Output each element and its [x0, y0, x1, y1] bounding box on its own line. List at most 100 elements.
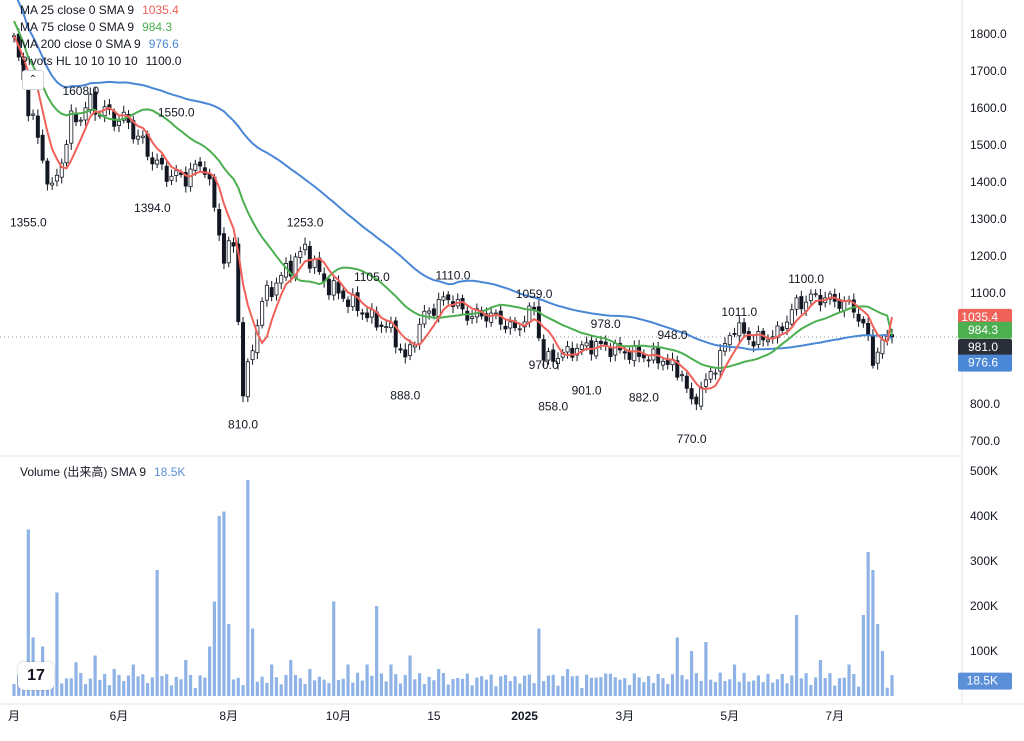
candle-body [713, 372, 718, 375]
pivot-label: 1011.0 [721, 305, 757, 319]
legend-volume[interactable]: Volume (出来高) SMA 9 18.5K [20, 464, 185, 480]
chevron-up-icon[interactable]: ⌃ [22, 70, 44, 90]
candle-body [198, 161, 203, 167]
candle-body [489, 312, 494, 323]
volume-bar [537, 628, 541, 696]
ma200-price-badge-bg [958, 354, 1012, 372]
candle-body [660, 360, 665, 366]
candle-body [164, 165, 169, 182]
candle-body [589, 340, 594, 355]
legend-volume-label: Volume (出来高) SMA 9 [20, 465, 147, 479]
volume-bar [136, 676, 140, 696]
candle-body [727, 335, 732, 346]
ma25-price-badge: 1035.4 [961, 310, 998, 324]
price-tick-label: 1400.0 [970, 175, 1007, 189]
legend-ma200[interactable]: MA 200 close 0 SMA 9 976.6 [20, 36, 179, 52]
volume-bar [780, 673, 784, 696]
candle-body [255, 325, 260, 354]
legend-ma75[interactable]: MA 75 close 0 SMA 9 984.3 [20, 19, 172, 35]
candle-body [221, 233, 226, 264]
volume-bar [475, 677, 479, 696]
ma200-price-badge: 976.6 [968, 356, 998, 370]
volume-bar [494, 686, 498, 696]
volume-bar [585, 674, 589, 696]
volume-bar [55, 592, 59, 696]
volume-bar [580, 687, 584, 696]
volume-bar [666, 683, 670, 696]
volume-bar [375, 606, 379, 696]
pivot-label: 1394.0 [134, 201, 171, 215]
volume-bar [642, 682, 646, 696]
volume-bar [346, 664, 350, 696]
legend-volume-value: 18.5K [154, 465, 186, 479]
volume-value-badge-bg [958, 672, 1012, 690]
candle-body [431, 308, 436, 316]
candle-body [417, 323, 422, 345]
volume-bar [222, 511, 226, 696]
volume-bar [551, 674, 555, 696]
volume-bar [398, 683, 403, 696]
volume-bar [379, 673, 384, 696]
candle-body [584, 342, 589, 347]
candle-body [441, 296, 446, 301]
volume-bar [632, 673, 636, 696]
candle-body [737, 322, 742, 337]
candle-body [279, 275, 284, 284]
volume-bar [451, 679, 455, 696]
volume-bar [856, 686, 861, 696]
candle-body [708, 371, 713, 380]
volume-value-badge: 18.5K [967, 674, 998, 688]
volume-bar [532, 683, 536, 696]
volume-bar [217, 516, 221, 696]
candle-body [503, 325, 508, 330]
candle-body [789, 309, 794, 325]
volume-bar [74, 662, 78, 696]
volume-bar [837, 678, 842, 696]
candle-body [69, 110, 74, 144]
volume-bar [355, 672, 360, 696]
volume-bar [771, 682, 775, 696]
volume-bar [623, 678, 627, 696]
volume-bar [599, 677, 603, 696]
candle-body [93, 91, 98, 115]
candle-body [35, 115, 40, 138]
time-tick-label: 10月 [326, 709, 351, 723]
volume-bar [799, 678, 803, 696]
volume-bar [709, 679, 713, 696]
volume-bar [179, 679, 183, 696]
candle-body [703, 379, 708, 387]
pivot-label: 970.0 [529, 358, 559, 372]
candle-body [694, 396, 699, 405]
legend-pivots[interactable]: Pivots HL 10 10 10 10 1100.0 [20, 53, 181, 69]
tradingview-logo[interactable]: 17 [18, 662, 54, 690]
volume-bar [775, 679, 780, 696]
pivot-label: 901.0 [572, 384, 602, 398]
volume-bar [627, 684, 632, 696]
legend-pivots-label: Pivots HL 10 10 10 10 [20, 54, 138, 68]
volume-bar [484, 679, 489, 696]
volume-bar [64, 678, 69, 696]
candle-body [365, 312, 370, 319]
volume-bar [417, 673, 422, 696]
candle-body [541, 339, 546, 361]
candle-body [813, 293, 818, 296]
volume-bar [747, 681, 751, 696]
candle-body [236, 243, 241, 323]
candle-body [785, 321, 790, 329]
volume-bar [675, 637, 679, 696]
time-tick-label: 7月 [825, 709, 844, 723]
volume-bar [107, 685, 112, 696]
volume-bar [270, 664, 274, 696]
volume-bar [141, 674, 145, 696]
volume-bar [184, 660, 188, 696]
legend-ma25[interactable]: MA 25 close 0 SMA 9 1035.4 [20, 2, 179, 18]
volume-bar [236, 677, 240, 696]
volume-bar [823, 678, 827, 696]
volume-tick-label: 300K [970, 554, 998, 568]
candle-body [608, 347, 613, 357]
candle-body [50, 182, 55, 186]
candle-body [465, 310, 470, 321]
volume-bar [303, 683, 307, 696]
